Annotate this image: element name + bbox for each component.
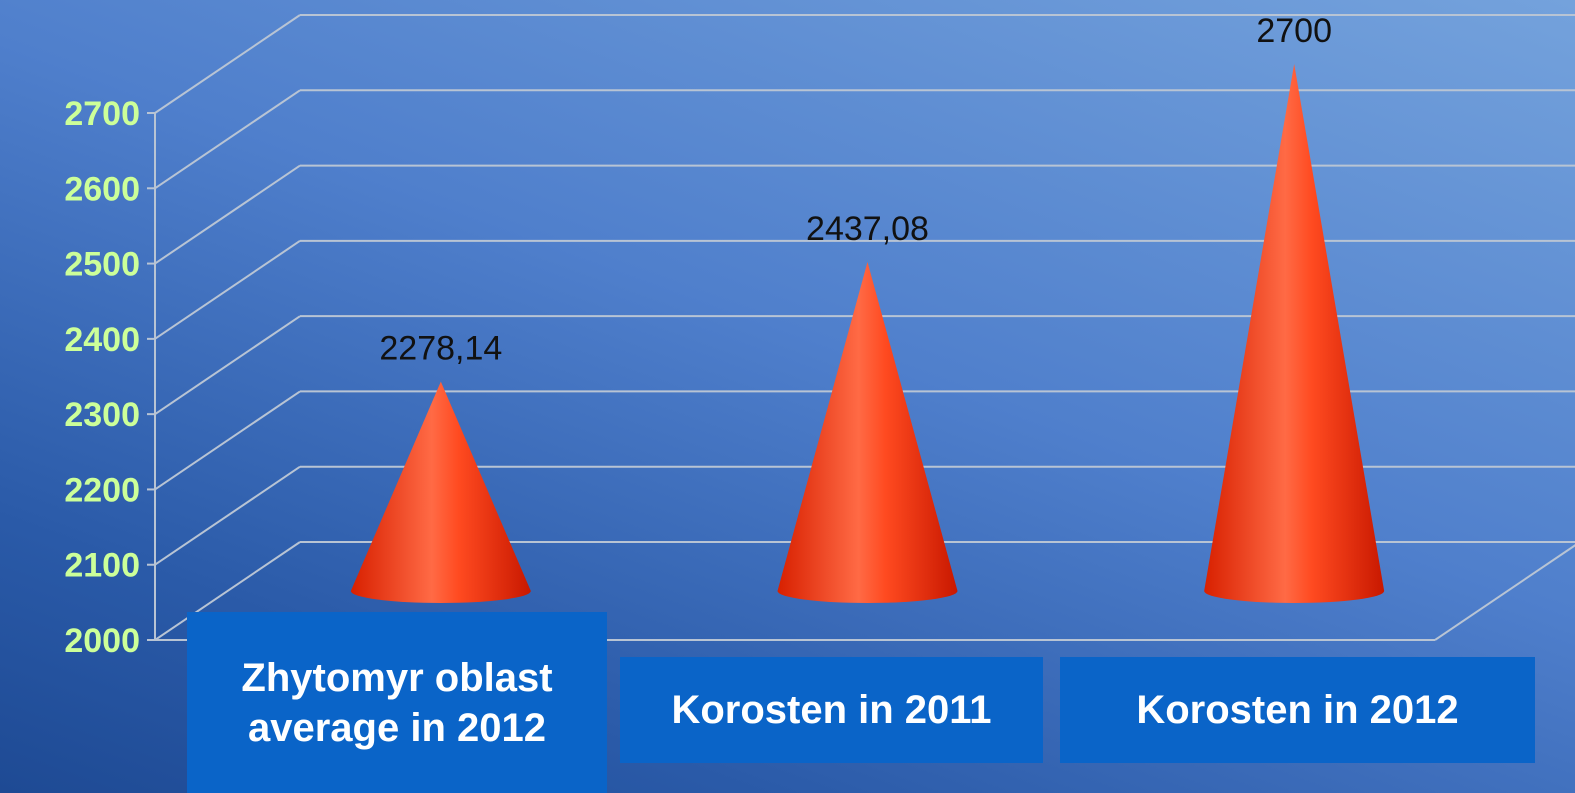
cone	[350, 381, 531, 603]
grid-line-side	[154, 164, 301, 265]
y-tick-label: 2000	[64, 622, 140, 660]
x-tick-label: Korosten in 2012	[1060, 657, 1535, 763]
grid-line-side	[154, 14, 301, 114]
y-tick-label: 2100	[64, 547, 140, 585]
x-tick-label: Korosten in 2011	[620, 657, 1043, 763]
grid-line-side	[154, 541, 301, 641]
grid-line-side	[154, 315, 301, 415]
y-tick-label: 2300	[64, 396, 140, 434]
grid-line-side	[154, 465, 301, 566]
grid-line-side	[154, 89, 301, 190]
y-tick-label: 2500	[64, 246, 140, 284]
value-label: 2437,08	[806, 210, 929, 248]
value-label: 2278,14	[379, 330, 502, 368]
grid-line-side	[154, 240, 301, 340]
value-label: 2700	[1256, 12, 1332, 50]
grid-line-side	[154, 390, 301, 491]
cone	[777, 261, 958, 603]
y-tick-label: 2400	[64, 321, 140, 359]
floor-right-edge	[1434, 544, 1575, 641]
y-tick-label: 2700	[64, 95, 140, 133]
x-tick-label: Zhytomyr oblast average in 2012	[187, 612, 607, 793]
y-tick-label: 2600	[64, 170, 140, 208]
y-tick-label: 2200	[64, 471, 140, 509]
cone	[1204, 64, 1385, 603]
